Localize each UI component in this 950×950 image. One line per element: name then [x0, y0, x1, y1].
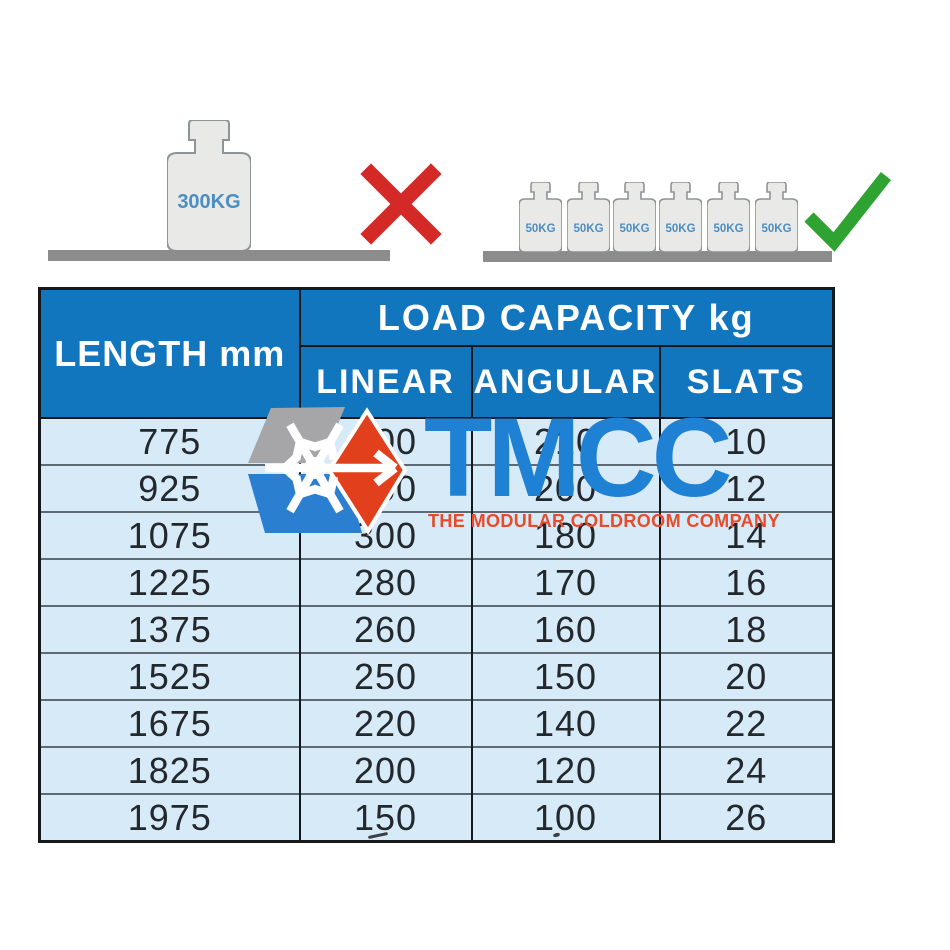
cell-length: 1975 [38, 793, 301, 842]
cell-angular: 200 [470, 464, 661, 512]
cell-length: 1225 [38, 558, 301, 606]
cell-angular: 160 [470, 605, 661, 653]
weight-50kg-icon: 50KG [567, 182, 610, 252]
table-row: 1825 200 120 24 [38, 746, 835, 794]
cell-angular: 120 [470, 746, 661, 794]
weight-50kg-label: 50KG [619, 223, 649, 235]
watermark-tagline: THE MODULAR COLDROOM COMPANY [428, 511, 780, 531]
table-row: 1975 150 100 26 [38, 793, 835, 842]
shelf-bar-right [483, 251, 832, 262]
header-linear: LINEAR [298, 345, 473, 419]
cell-slats: 12 [658, 464, 835, 512]
weight-300kg-label: 300KG [177, 191, 240, 213]
cell-slats: 26 [658, 793, 835, 842]
cell-slats: 18 [658, 605, 835, 653]
cell-linear: 200 [298, 746, 473, 794]
weight-50kg-icon: 50KG [519, 182, 562, 252]
load-capacity-table: LENGTH mm LOAD CAPACITY kg LINEAR ANGULA… [38, 287, 836, 843]
shelf-bar-left [48, 250, 390, 261]
cell-slats: 14 [658, 511, 835, 559]
weight-50kg-icon: 50KG [755, 182, 798, 252]
watermark-acronym: TMCC [424, 394, 732, 520]
cell-linear: 300 [298, 511, 473, 559]
cell-slats: 22 [658, 699, 835, 747]
cell-length: 1375 [38, 605, 301, 653]
header-length: LENGTH mm [38, 287, 301, 419]
cell-angular: 140 [470, 699, 661, 747]
cell-slats: 16 [658, 558, 835, 606]
cell-slats: 24 [658, 746, 835, 794]
weight-50kg-label: 50KG [525, 223, 555, 235]
cell-angular: 150 [470, 652, 661, 700]
weight-50kg-label: 50KG [713, 223, 743, 235]
table-row: 1525 250 150 20 [38, 652, 835, 700]
weight-50kg-icon: 50KG [659, 182, 702, 252]
weight-50kg-icon: 50KG [707, 182, 750, 252]
table-row: 1225 280 170 16 [38, 558, 835, 606]
table-row: 1675 220 140 22 [38, 699, 835, 747]
weight-300kg-icon: 300KG [167, 120, 251, 251]
cell-angular: 100 [470, 793, 661, 842]
header-slats: SLATS [658, 345, 835, 419]
weight-50kg-label: 50KG [761, 223, 791, 235]
cell-angular: 210 [470, 417, 661, 465]
weight-50kg-label: 50KG [665, 223, 695, 235]
cell-angular: 170 [470, 558, 661, 606]
red-x-icon [360, 163, 442, 245]
table-row: 1375 260 160 18 [38, 605, 835, 653]
weight-50kg-icon: 50KG [613, 182, 656, 252]
weight-50kg-label: 50KG [573, 223, 603, 235]
tmcc-logo-icon [248, 407, 408, 535]
header-angular: ANGULAR [470, 345, 661, 419]
cell-length: 1525 [38, 652, 301, 700]
cell-linear: 220 [298, 699, 473, 747]
cell-angular: 180 [470, 511, 661, 559]
cell-linear: 260 [298, 605, 473, 653]
cell-length: 1675 [38, 699, 301, 747]
cell-slats: 10 [658, 417, 835, 465]
header-load-capacity: LOAD CAPACITY kg [298, 287, 835, 347]
cell-slats: 20 [658, 652, 835, 700]
green-check-icon [804, 171, 892, 252]
cell-linear: 280 [298, 558, 473, 606]
cell-linear: 250 [298, 652, 473, 700]
cell-length: 1075 [38, 511, 301, 559]
cell-length: 1825 [38, 746, 301, 794]
table-row: 1075 300 180 14 [38, 511, 835, 559]
